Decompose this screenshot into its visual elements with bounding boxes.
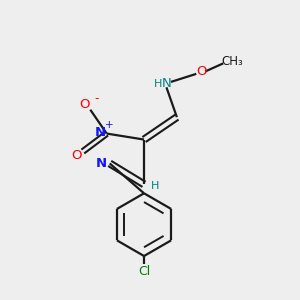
Text: H: H [154, 79, 162, 89]
Text: N: N [161, 77, 171, 90]
Text: O: O [80, 98, 90, 111]
Text: CH₃: CH₃ [222, 56, 244, 68]
Text: +: + [105, 120, 113, 130]
Text: N: N [96, 157, 107, 170]
Text: H: H [151, 181, 160, 191]
Text: Cl: Cl [138, 265, 150, 278]
Text: N: N [94, 126, 106, 139]
Text: O: O [196, 65, 207, 78]
Text: O: O [71, 148, 82, 162]
Text: -: - [95, 92, 99, 105]
